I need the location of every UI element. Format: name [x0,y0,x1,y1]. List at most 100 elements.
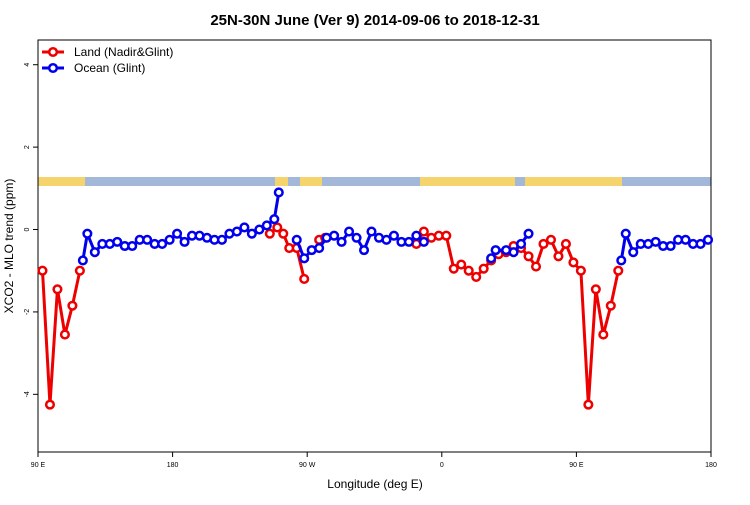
data-point [456,259,467,270]
data-point [231,226,242,237]
data-point [179,236,190,247]
data-point [560,238,571,249]
data-point [553,251,564,262]
plot-frame [37,39,712,453]
y-tick-label: 2 [24,145,31,149]
data-point [605,300,616,311]
data-point [261,220,272,231]
data-point [598,329,609,340]
x-tick-label: 90 W [299,462,316,469]
land-band [525,177,622,186]
map-strip [38,177,711,186]
data-point [523,228,534,239]
data-point [568,257,579,268]
data-point [164,234,175,245]
data-point [273,187,284,198]
y-tick-label: -4 [24,391,31,397]
data-point [463,265,474,276]
x-tick-label: 180 [167,462,179,469]
y-tick-label: 0 [24,227,31,231]
data-point [575,265,586,276]
data-point [523,251,534,262]
data-point [112,236,123,247]
data-point [616,255,627,266]
data-point [278,228,289,239]
x-tick-label: 90 E [31,462,46,469]
data-point [478,263,489,274]
legend: Land (Nadir&Glint) Ocean (Glint) [42,45,173,75]
data-point [366,226,377,237]
data-point [471,271,482,282]
series-line [40,225,620,407]
chart-title: 25N-30N June (Ver 9) 2014-09-06 to 2018-… [210,12,539,29]
data-point [411,230,422,241]
data-point [344,226,355,237]
data-point [216,234,228,245]
data-point [291,234,302,245]
data-point [381,234,392,245]
data-point [269,214,280,225]
data-point [448,263,459,274]
data-point [314,243,325,254]
y-axis-label: XCO2 - MLO trend (ppm) [2,179,16,314]
data-point [89,247,100,258]
data-point [403,236,414,247]
data-point [299,253,310,264]
data-point [613,265,624,276]
series [37,222,624,410]
x-tick-label: 0 [440,462,444,469]
data-point [486,253,497,264]
data-point [418,236,429,247]
data-point [246,228,257,239]
data-point [538,238,549,249]
data-point [67,300,78,311]
data-point [44,399,56,410]
data-point [52,284,63,295]
data-point [388,230,399,241]
data-point [702,234,714,245]
data-point [583,399,594,410]
ocean-band [38,177,711,186]
data-point [157,238,168,249]
y-tick-label: -2 [24,309,31,315]
data-point [37,265,48,276]
data-point [239,222,250,233]
series [77,187,714,266]
data-point [508,247,519,258]
x-tick-label: 180 [705,462,717,469]
data-point [418,226,429,237]
data-point [272,222,283,233]
data-point [516,238,527,249]
land-band [38,177,85,186]
x-axis-label: Longitude (deg E) [327,477,422,491]
legend-label: Ocean (Glint) [74,61,145,75]
data-point [545,234,557,245]
land-band [300,177,322,186]
data-point [680,234,691,245]
data-point [142,234,153,245]
data-point [441,230,452,241]
x-tick-label: 90 E [569,462,584,469]
data-point [82,228,93,239]
legend-marker [47,46,59,58]
series-line [81,192,709,261]
data-point [336,236,347,247]
data-point [127,240,138,252]
data-point [264,228,275,239]
legend-label: Land (Nadir&Glint) [74,45,173,59]
data-point [620,228,631,239]
data-point [299,273,310,285]
land-band [420,177,515,186]
data-point [530,261,542,272]
data-point [590,284,601,295]
data-point [665,240,676,252]
y-tick-label: 4 [24,63,31,67]
data-point [172,228,183,239]
data-point [650,236,661,247]
data-point [695,238,706,249]
data-point [254,224,265,235]
data-point [77,255,88,266]
data-point [351,232,362,243]
data-point [329,230,340,241]
